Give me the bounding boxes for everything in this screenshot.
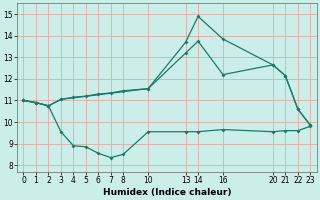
X-axis label: Humidex (Indice chaleur): Humidex (Indice chaleur)	[103, 188, 231, 197]
